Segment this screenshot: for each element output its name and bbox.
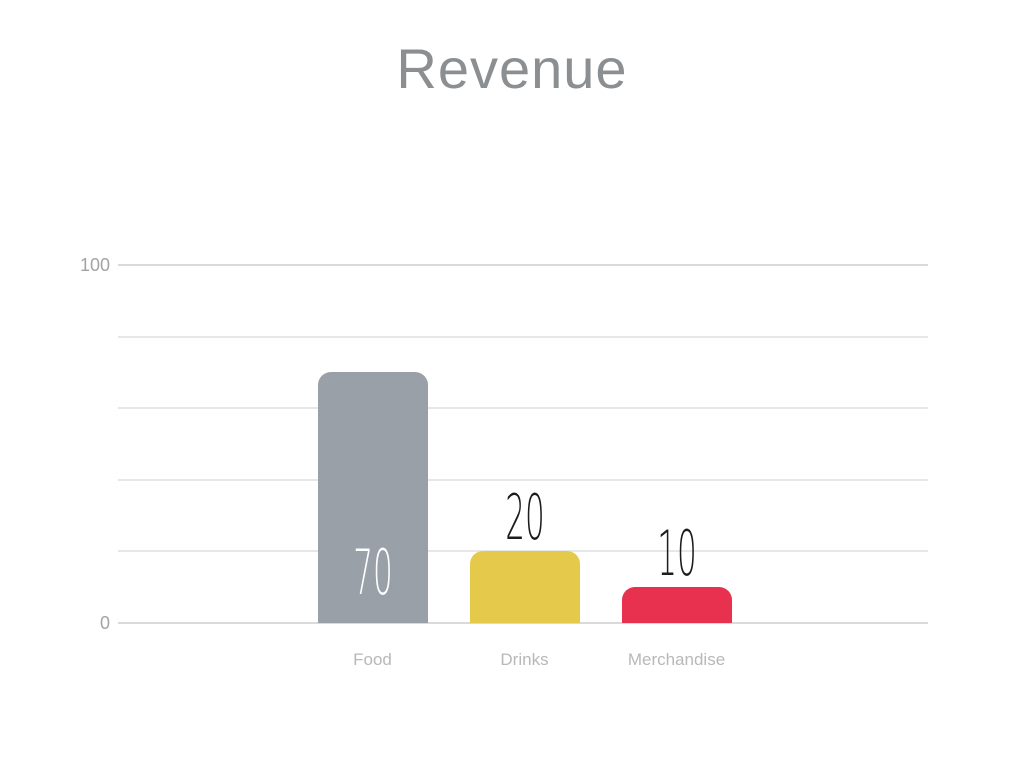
y-axis-tick-label: 0 xyxy=(99,613,110,633)
gridline xyxy=(118,407,928,410)
gridline xyxy=(118,622,928,624)
gridline xyxy=(118,264,928,266)
bar-merchandise xyxy=(621,587,732,623)
category-label-drinks: Drinks xyxy=(500,650,549,669)
gridline xyxy=(118,478,928,481)
category-label-merchandise: Merchandise xyxy=(627,650,726,669)
bar-value-label-drinks: 20 xyxy=(504,481,545,555)
bar-food xyxy=(317,372,428,623)
bar-drinks xyxy=(469,551,580,623)
category-label-food: Food xyxy=(353,650,392,669)
y-axis-tick-label: 100 xyxy=(79,255,110,275)
bar-value-label-food: 70 xyxy=(352,536,393,609)
gridline xyxy=(118,335,928,338)
bar-value-label-merchandise: 10 xyxy=(656,517,697,591)
chart-title: Revenue xyxy=(396,37,628,100)
